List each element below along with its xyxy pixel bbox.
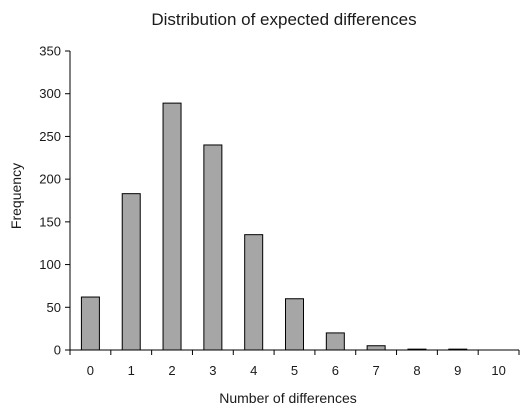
x-tick-label: 5 <box>291 363 298 378</box>
x-tick-label: 2 <box>168 363 175 378</box>
bar-5 <box>285 298 304 351</box>
bar-7 <box>366 345 386 351</box>
y-tick-label: 100 <box>39 257 61 272</box>
x-tick-label: 1 <box>128 363 135 378</box>
x-ticks-group: 0 1 2 3 4 5 6 7 8 9 10 <box>69 350 520 378</box>
y-tick-label: 250 <box>39 129 61 144</box>
y-tick-label: 50 <box>47 300 61 315</box>
y-tick-label: 0 <box>54 343 61 358</box>
y-tick-label: 350 <box>39 44 61 59</box>
x-axis-label: Number of differences <box>219 390 356 406</box>
x-tick-label: 6 <box>332 363 339 378</box>
x-tick-label: 3 <box>209 363 216 378</box>
y-tick-label: 200 <box>39 172 61 187</box>
x-tick-label: 7 <box>373 363 380 378</box>
bars-group <box>80 102 468 351</box>
x-tick-label: 8 <box>413 363 420 378</box>
y-tick-label: 150 <box>39 214 61 229</box>
x-tick-label: 4 <box>250 363 257 378</box>
y-tick-label: 300 <box>39 86 61 101</box>
bar-1 <box>121 193 141 351</box>
bar-6 <box>325 332 345 351</box>
chart-title: Distribution of expected differences <box>151 10 416 29</box>
x-tick-label: 10 <box>491 363 505 378</box>
bar-2 <box>162 102 182 351</box>
y-axis-label: Frequency <box>8 163 24 229</box>
x-tick-label: 0 <box>87 363 94 378</box>
x-tick-label: 9 <box>454 363 461 378</box>
y-ticks-group: 0 50 100 150 200 250 300 350 <box>39 44 70 358</box>
bar-0 <box>80 296 100 351</box>
bar-4 <box>244 234 264 351</box>
bar-3 <box>203 144 223 351</box>
